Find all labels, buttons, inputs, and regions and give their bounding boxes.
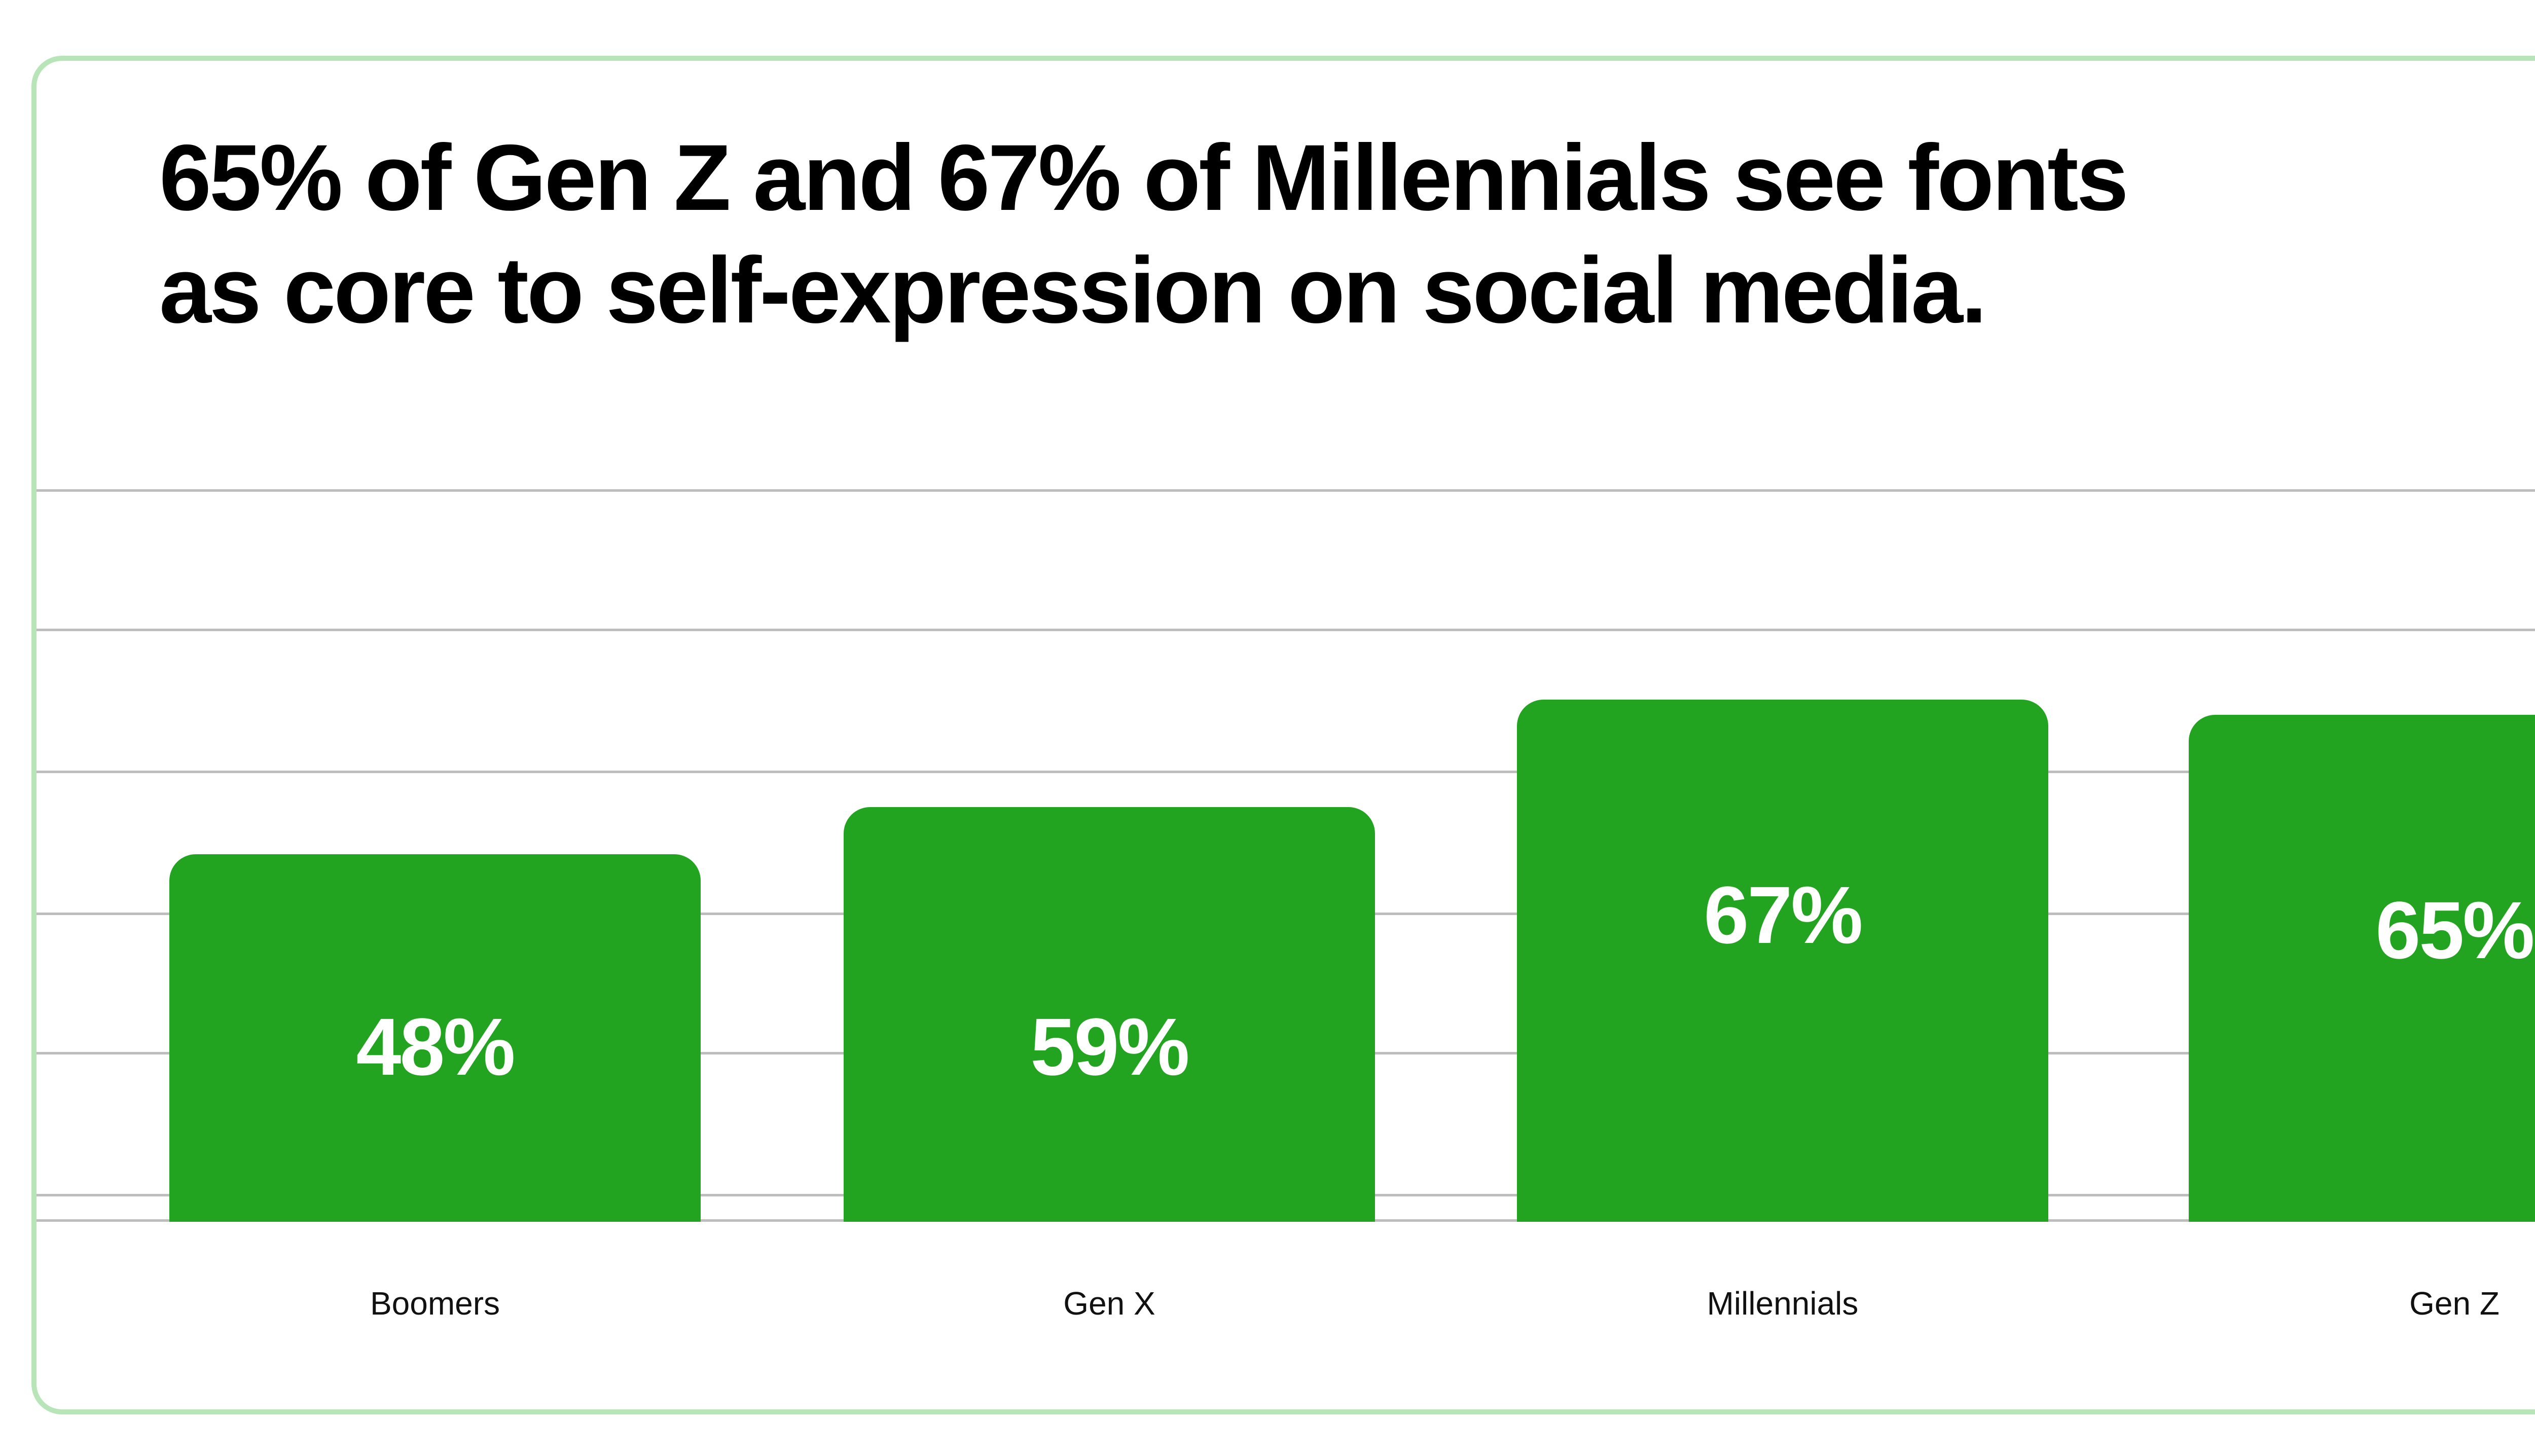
gridline-2 [37, 629, 2535, 631]
gridline-3 [37, 771, 2535, 773]
category-label-boomers: Boomers [370, 1285, 500, 1322]
gridline-1 [37, 489, 2535, 492]
bar-value-millennials: 67% [1704, 869, 1863, 960]
category-label-millennials: Millennials [1707, 1285, 1859, 1322]
bar-value-gen-x: 59% [1030, 1001, 1189, 1092]
bar-boomers[interactable]: 48% [169, 854, 701, 1222]
bar-value-boomers: 48% [356, 1001, 515, 1092]
bar-millennials[interactable]: 67% [1517, 700, 2048, 1222]
title-line-1: 65% of Gen Z and 67% of Millennials see … [159, 126, 2129, 230]
chart-card: 48% 59% 67% 65% Boomers Gen X Millennial… [31, 56, 2535, 1414]
title-line-2: as core to self-expression on social med… [159, 238, 1987, 343]
category-label-gen-x: Gen X [1063, 1285, 1155, 1322]
bar-gen-z[interactable]: 65% [2189, 715, 2535, 1222]
bar-value-gen-z: 65% [2375, 885, 2534, 975]
bar-gen-x[interactable]: 59% [844, 807, 1375, 1222]
chart-title: 65% of Gen Z and 67% of Millennials see … [159, 122, 2535, 367]
category-label-gen-z: Gen Z [2409, 1285, 2500, 1322]
plot-area: 48% 59% 67% 65% Boomers Gen X Millennial… [37, 61, 2535, 1409]
